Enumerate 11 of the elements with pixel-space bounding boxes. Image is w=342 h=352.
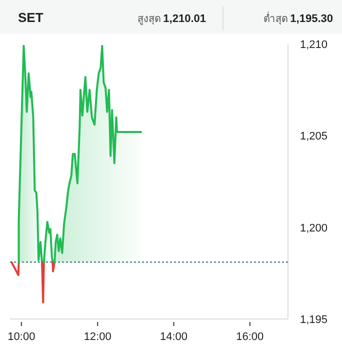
chart-title: SET [18,10,44,25]
x-tick-label: 14:00 [160,331,188,343]
y-tick-label: 1,195 [300,314,328,326]
x-tick-label: 16:00 [236,331,264,343]
y-tick-label: 1,200 [300,222,328,234]
x-tick-label: 10:00 [8,331,36,343]
text: สูงสุด 1,210.01 [137,13,206,25]
y-tick-label: 1,205 [300,130,328,143]
y-tick-label: 1,210 [300,39,328,51]
x-tick-label: 12:00 [84,331,112,343]
text: ต่ำสุด 1,195.30 [263,11,333,25]
